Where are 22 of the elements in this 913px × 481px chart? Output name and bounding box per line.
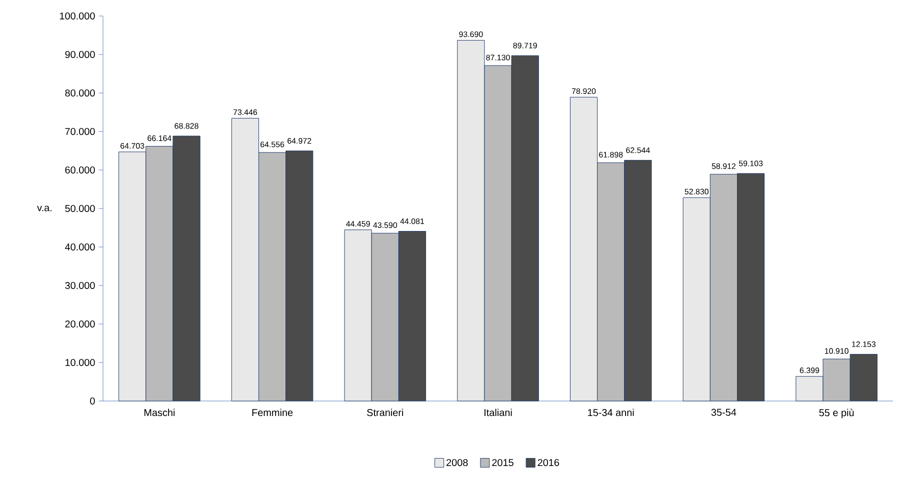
y-tick-label: 50.000 [65, 204, 95, 212]
y-tick-label: 100.000 [60, 12, 95, 20]
x-tick-label: Maschi [144, 408, 175, 416]
x-tick-label: 15-34 anni [588, 408, 634, 416]
y-tick-label: 30.000 [65, 282, 95, 290]
y-axis-title: v.a. [37, 206, 52, 212]
legend-label: 2016 [538, 459, 560, 466]
y-tick-label: 40.000 [64, 243, 95, 251]
y-tick-label: 20.000 [65, 320, 95, 328]
y-tick-label: 80.000 [65, 89, 95, 97]
x-tick-label: 35-54 [711, 408, 736, 416]
x-tick-label: 55 e più [819, 408, 854, 418]
legend-label: 2008 [446, 459, 468, 466]
y-tick-label: 0 [90, 397, 95, 405]
x-tick-label: Stranieri [367, 408, 404, 416]
y-tick-label: 60.000 [65, 166, 95, 174]
y-tick-label: 70.000 [65, 128, 95, 136]
legend-label: 2015 [492, 459, 514, 466]
y-tick-label: 90.000 [65, 50, 95, 58]
x-tick-label: Femmine [252, 408, 293, 416]
y-tick-label: 10.000 [66, 358, 95, 366]
x-tick-label: Italiani [484, 408, 512, 416]
